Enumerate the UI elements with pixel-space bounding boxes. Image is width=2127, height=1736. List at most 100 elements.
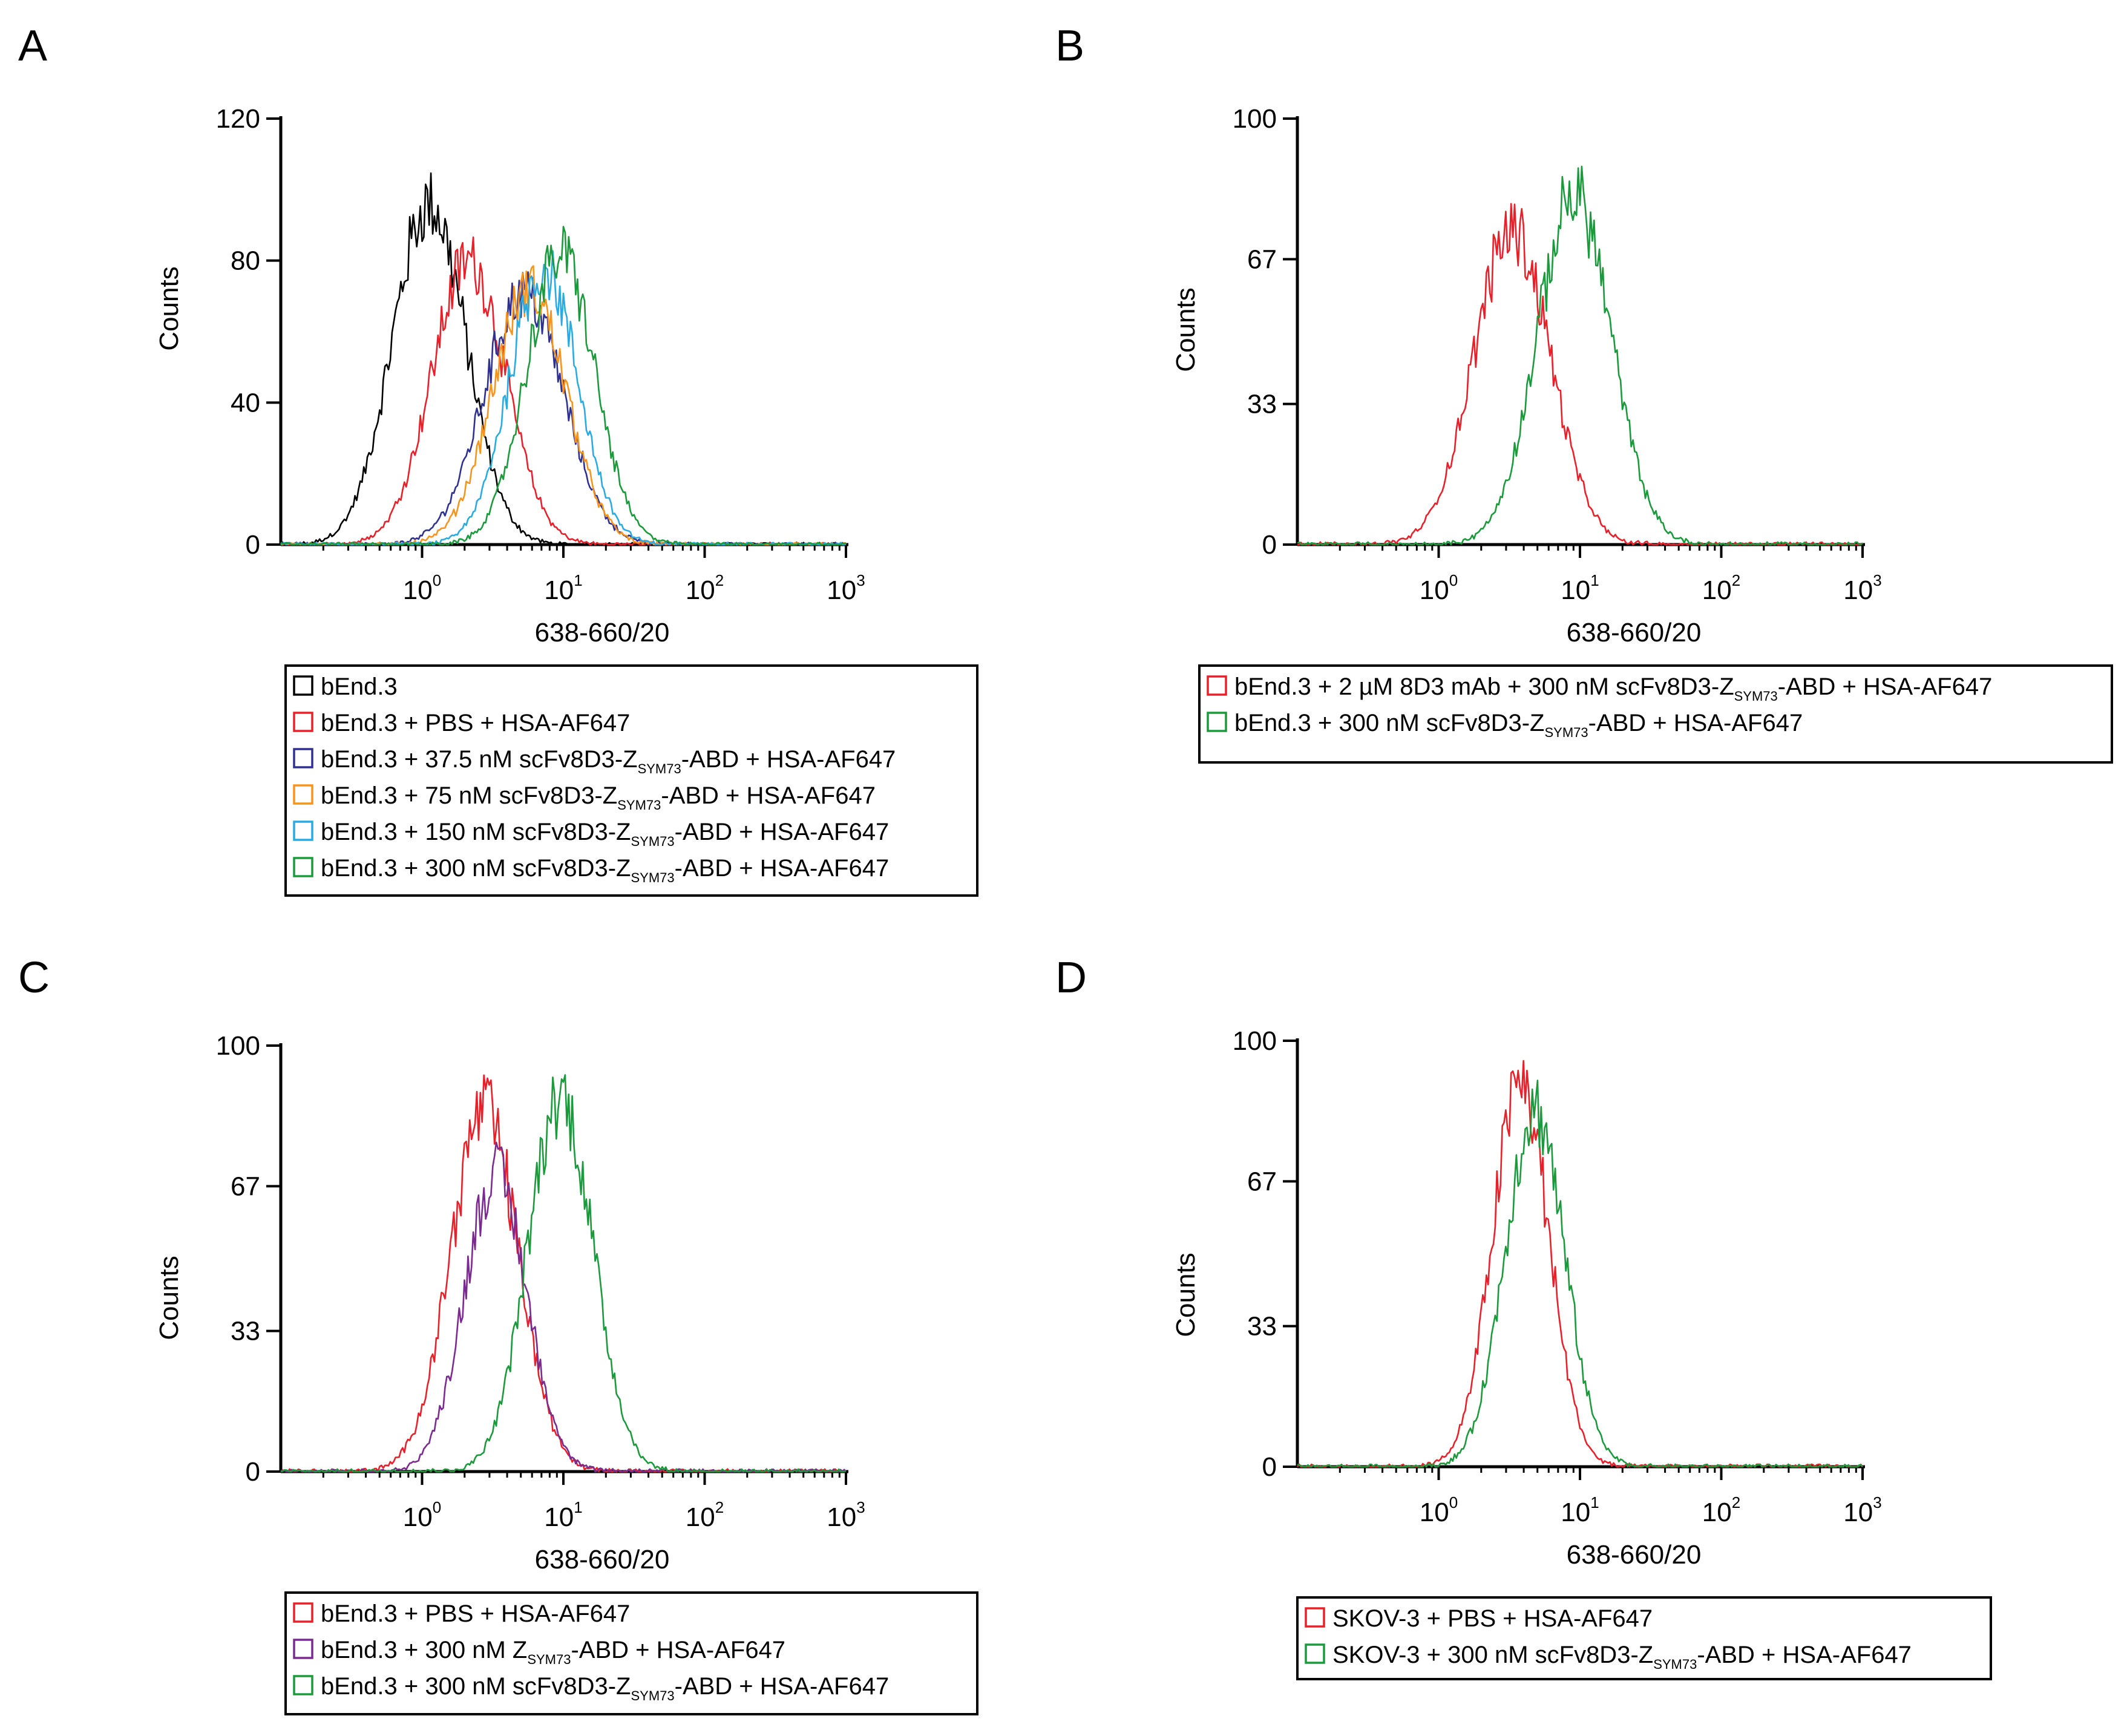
- x-tick-base: 10: [1561, 575, 1590, 605]
- x-tick-base: 10: [686, 575, 715, 605]
- y-tick-label: 0: [246, 530, 260, 560]
- x-tick-base: 10: [544, 575, 574, 605]
- x-tick-exp: 3: [1873, 571, 1881, 589]
- legend-text-post: -ABD + HSA-AF647: [681, 746, 896, 773]
- legend-text-sub: SYM73: [1544, 725, 1588, 740]
- legend-swatch: [293, 1675, 313, 1695]
- x-tick-label: 102: [686, 571, 724, 605]
- legend-entry: SKOV-3 + PBS + HSA-AF647: [1332, 1605, 1653, 1632]
- legend-text-sub: SYM73: [1734, 689, 1778, 704]
- y-tick-label: 67: [231, 1171, 260, 1201]
- panel-letter: C: [18, 954, 50, 1002]
- legend-entry: bEnd.3 + 300 nM ZSYM73-ABD + HSA-AF647: [321, 1637, 785, 1667]
- legend-entry: bEnd.3 + PBS + HSA-AF647: [321, 710, 630, 736]
- y-tick-label: 100: [1233, 104, 1277, 134]
- x-tick-label: 101: [1561, 571, 1599, 605]
- y-tick-label: 100: [1233, 1026, 1277, 1056]
- legend-text-sub: SYM73: [617, 798, 661, 813]
- legend-text-main: bEnd.3 + PBS + HSA-AF647: [321, 710, 630, 736]
- x-tick-label: 103: [827, 571, 865, 605]
- x-tick-label: 100: [403, 571, 441, 605]
- x-tick-exp: 0: [433, 1498, 441, 1516]
- y-tick-label: 80: [231, 246, 260, 276]
- x-tick-base: 10: [827, 575, 856, 605]
- legend-swatch: [1207, 675, 1227, 696]
- y-axis-title: Counts: [154, 1256, 184, 1340]
- legend-swatch: [293, 784, 313, 805]
- legend-text-post: -ABD + HSA-AF647: [1588, 710, 1803, 736]
- y-tick-label: 33: [231, 1317, 260, 1346]
- legend-text-sub: SYM73: [527, 1652, 571, 1667]
- series-line-6: [280, 226, 847, 546]
- x-tick-exp: 0: [433, 571, 441, 589]
- legend-text-sub: SYM73: [631, 870, 674, 885]
- y-axis-title: Counts: [1171, 1253, 1201, 1337]
- legend-swatch: [293, 821, 313, 841]
- legend-entry: bEnd.3 + 150 nM scFv8D3-ZSYM73-ABD + HSA…: [321, 819, 889, 849]
- y-tick-label: 0: [246, 1457, 260, 1487]
- legend-text-post: -ABD + HSA-AF647: [1697, 1642, 1912, 1668]
- series-line-5: [280, 250, 847, 546]
- series-line-3: [280, 271, 846, 546]
- legend-swatch: [1305, 1643, 1325, 1664]
- legend-box: [284, 1591, 978, 1715]
- legend-entry: bEnd.3 + 2 µM 8D3 mAb + 300 nM scFv8D3-Z…: [1234, 673, 1992, 704]
- legend-swatch: [293, 1602, 313, 1623]
- series-line-2: [280, 1141, 847, 1473]
- legend-text-post: -ABD + HSA-AF647: [675, 819, 890, 845]
- legend-swatch: [293, 675, 313, 696]
- legend-swatch: [1305, 1607, 1325, 1628]
- legend-swatch: [293, 748, 313, 768]
- legend-text-main: bEnd.3 + 75 nM scFv8D3-Z: [321, 782, 617, 809]
- legend-text-post: -ABD + HSA-AF647: [675, 1673, 890, 1700]
- x-tick-exp: 2: [1732, 1493, 1740, 1512]
- x-tick-label: 101: [1561, 1493, 1599, 1527]
- x-axis-title: 638-660/20: [535, 618, 670, 647]
- y-tick-label: 40: [231, 388, 260, 418]
- x-tick-exp: 3: [1873, 1493, 1881, 1512]
- legend-text-main: bEnd.3 + 300 nM scFv8D3-Z: [321, 1673, 631, 1700]
- x-tick-label: 101: [544, 571, 582, 605]
- x-tick-base: 10: [1561, 1498, 1590, 1527]
- y-tick-label: 33: [1247, 390, 1277, 419]
- legend-text-sub: SYM73: [1653, 1657, 1697, 1672]
- y-tick-label: 0: [1262, 530, 1277, 560]
- legend-text-sub: SYM73: [631, 834, 674, 849]
- x-tick-exp: 2: [715, 571, 724, 589]
- legend-entry: bEnd.3 + PBS + HSA-AF647: [321, 1600, 630, 1627]
- x-tick-base: 10: [1843, 1498, 1873, 1527]
- legend-text-main: bEnd.3 + 2 µM 8D3 mAb + 300 nM scFv8D3-Z: [1234, 673, 1734, 700]
- x-tick-base: 10: [403, 575, 433, 605]
- x-tick-base: 10: [686, 1502, 715, 1532]
- legend-text-main: bEnd.3: [321, 673, 398, 700]
- y-tick-label: 67: [1247, 244, 1277, 274]
- x-tick-exp: 0: [1449, 571, 1458, 589]
- x-tick-label: 100: [1420, 571, 1458, 605]
- legend-entry: bEnd.3 + 300 nM scFv8D3-ZSYM73-ABD + HSA…: [321, 855, 889, 885]
- panel-letter: A: [18, 22, 47, 70]
- legend-entry: bEnd.3 + 75 nM scFv8D3-ZSYM73-ABD + HSA-…: [321, 782, 876, 813]
- x-tick-base: 10: [1420, 1498, 1449, 1527]
- y-tick-label: 100: [216, 1031, 260, 1061]
- legend-text-main: bEnd.3 + 150 nM scFv8D3-Z: [321, 819, 631, 845]
- x-tick-exp: 0: [1449, 1493, 1458, 1512]
- x-tick-exp: 3: [856, 1498, 865, 1516]
- x-axis-title: 638-660/20: [1567, 1540, 1702, 1570]
- x-tick-label: 100: [1420, 1493, 1458, 1527]
- y-axis-title: Counts: [154, 266, 184, 350]
- x-tick-exp: 2: [715, 1498, 724, 1516]
- legend-text-post: -ABD + HSA-AF647: [661, 782, 876, 809]
- x-tick-exp: 2: [1732, 571, 1740, 589]
- series-line-4: [281, 265, 847, 546]
- x-tick-base: 10: [827, 1502, 856, 1532]
- x-tick-label: 103: [1843, 571, 1881, 605]
- legend-text-main: bEnd.3 + 300 nM scFv8D3-Z: [1234, 710, 1544, 736]
- x-tick-exp: 1: [1590, 1493, 1599, 1512]
- legend-text-main: SKOV-3 + PBS + HSA-AF647: [1332, 1605, 1653, 1632]
- legend-text-main: bEnd.3 + 300 nM scFv8D3-Z: [321, 855, 631, 882]
- legend-box: [1198, 664, 2113, 764]
- panel-letter: D: [1055, 954, 1087, 1002]
